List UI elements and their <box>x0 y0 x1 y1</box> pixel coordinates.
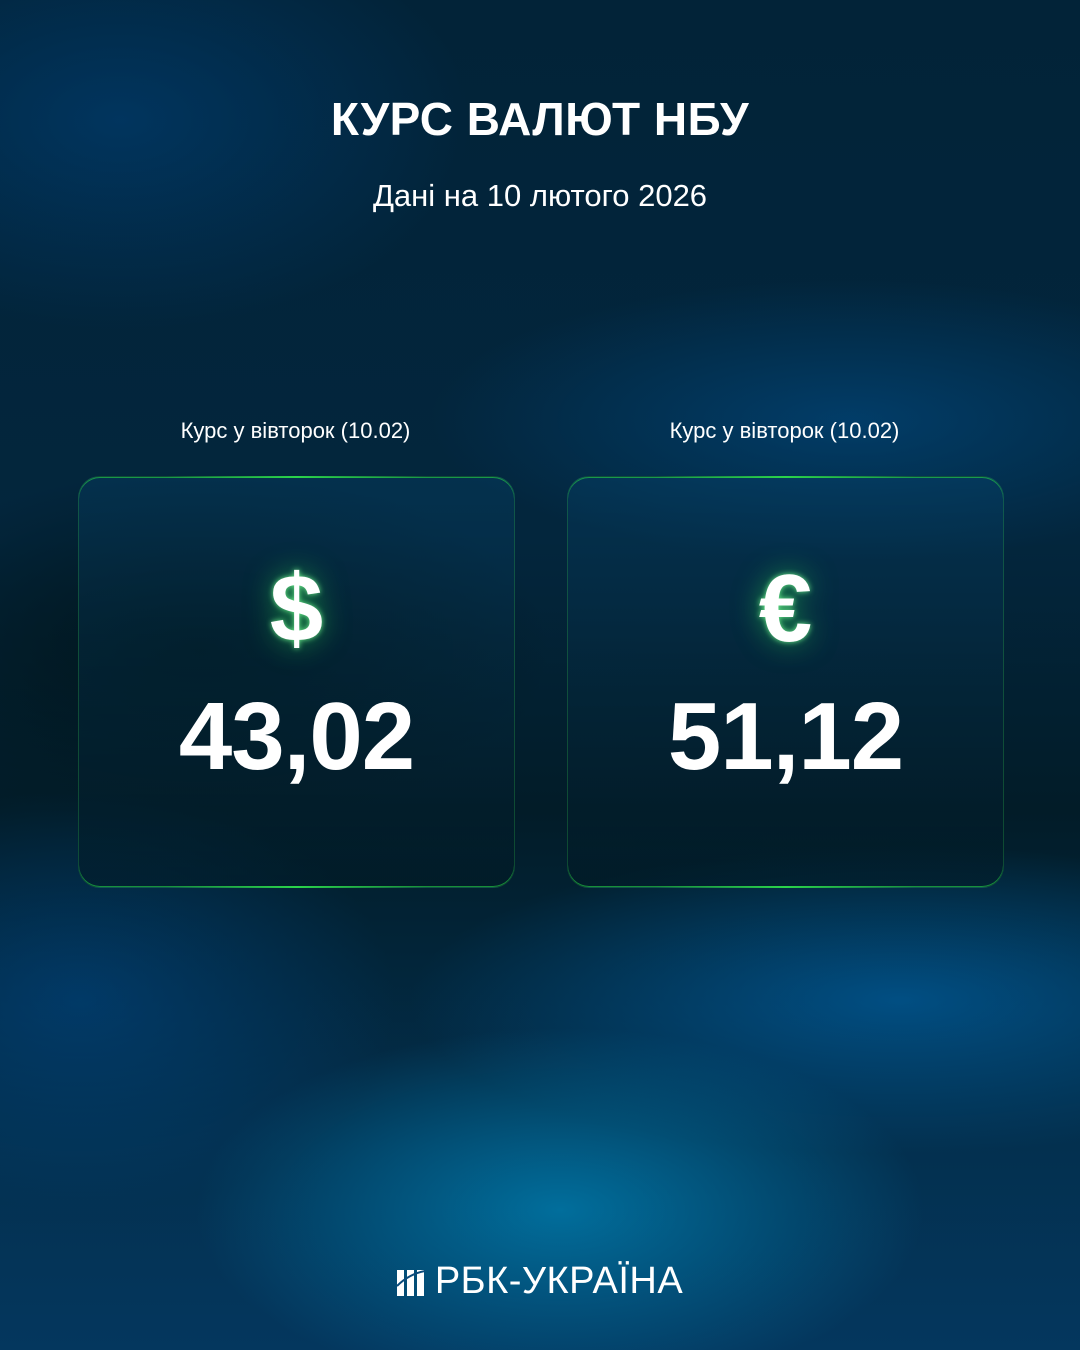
euro-icon: € <box>758 555 813 662</box>
logo-text: РБК-УКРАЇНА <box>434 1260 684 1302</box>
date-subtitle: Дані на 10 лютого 2026 <box>372 178 708 213</box>
usd-rate-label: Курс у вівторок (10.02) <box>180 418 411 443</box>
eur-rate-value: 51,12 <box>667 683 904 790</box>
eur-rate-label: Курс у вівторок (10.02) <box>669 418 900 443</box>
rbc-ukraine-logo: РБК-УКРАЇНА <box>0 1260 1080 1303</box>
eur-rate-card: € 51,12 <box>567 476 1004 888</box>
logo-mark-icon <box>396 1269 425 1296</box>
usd-rate-value: 43,02 <box>178 683 415 790</box>
dollar-icon: $ <box>269 555 324 662</box>
usd-rate-card: $ 43,02 <box>78 476 515 888</box>
page-title: КУРС ВАЛЮТ НБУ <box>330 93 750 145</box>
